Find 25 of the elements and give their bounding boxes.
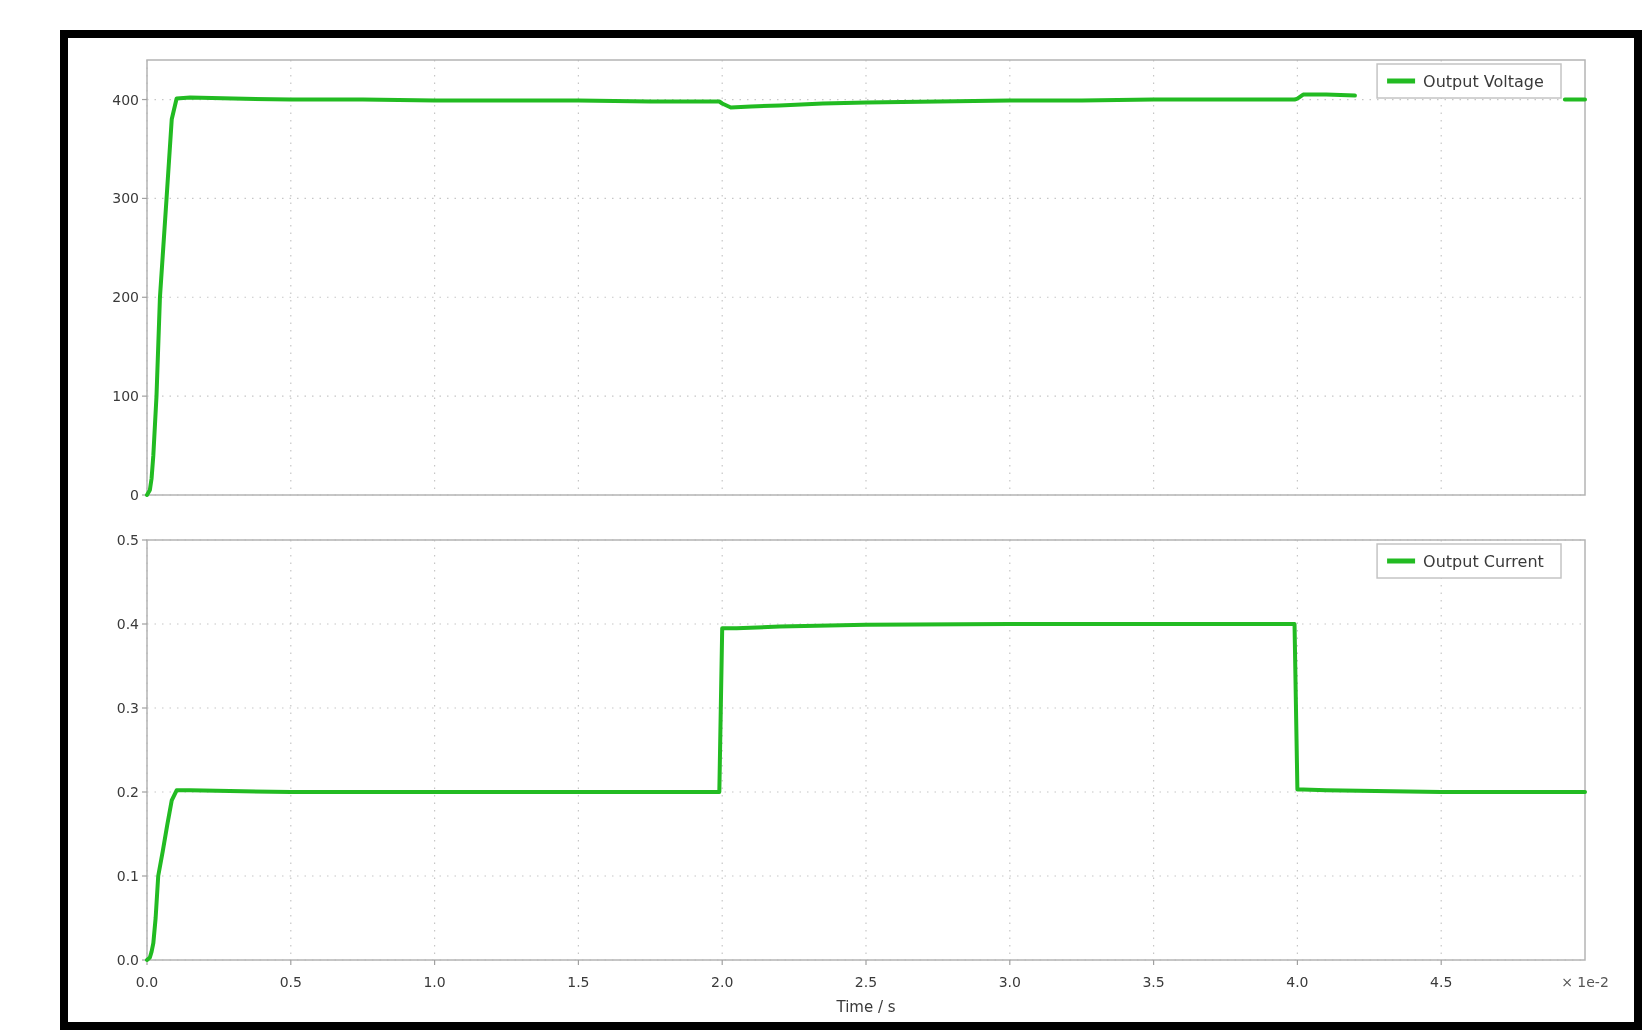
y-tick-label: 0.2 (116, 784, 139, 800)
y-tick-label: 0.3 (116, 700, 139, 716)
y-tick-label: 0.1 (116, 868, 139, 884)
x-tick-label: 0.0 (135, 974, 159, 990)
y-tick-label: 200 (112, 289, 139, 306)
y-tick-label: 0 (130, 487, 139, 503)
y-tick-label: 300 (112, 190, 139, 207)
y-tick-label: 0.5 (116, 532, 139, 548)
y-tick-label: 0.0 (116, 952, 139, 968)
x-tick-label: 0.5 (279, 974, 302, 990)
legend-label: Output Voltage (1423, 71, 1544, 91)
y-tick-label: 0.4 (116, 616, 140, 632)
x-tick-label: 4.0 (1286, 974, 1309, 990)
x-tick-label: 2.0 (711, 974, 734, 990)
text: × 1e-2 (1561, 974, 1609, 990)
y-tick-label: 400 (112, 91, 139, 108)
x-tick-label: 4.5 (1430, 974, 1453, 990)
x-tick-label: 3.5 (1142, 974, 1165, 990)
x-tick-label: 1.5 (567, 974, 590, 990)
x-tick-label: 3.0 (998, 974, 1021, 990)
x-tick-label: 1.0 (423, 974, 446, 990)
x-tick-label: 2.5 (854, 974, 878, 990)
legend-label: Output Current (1423, 551, 1544, 571)
x-axis-title: Time / s (835, 998, 896, 1016)
y-tick-label: 100 (112, 388, 139, 405)
